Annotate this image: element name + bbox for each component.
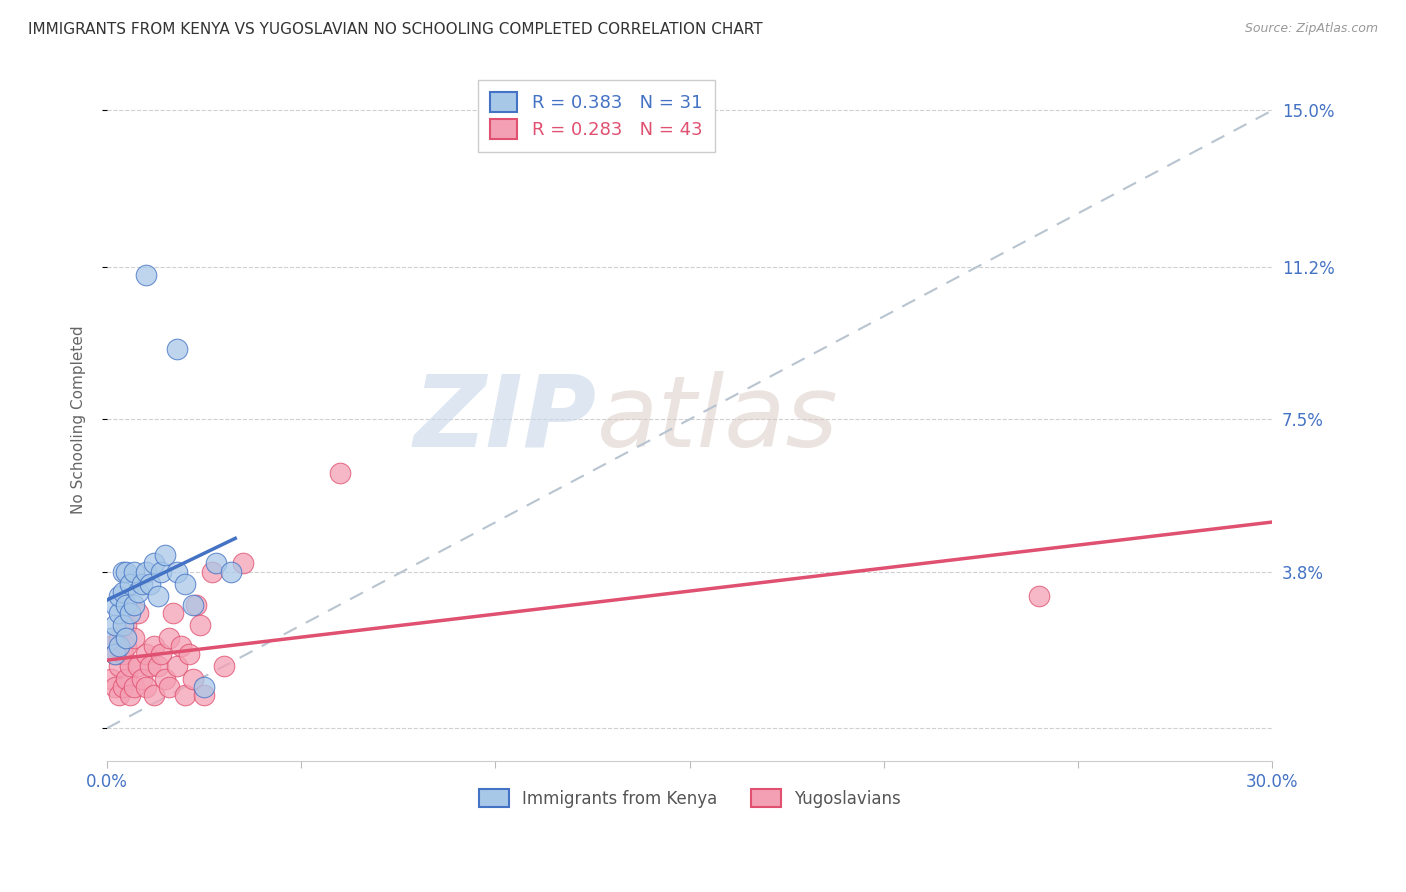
Point [100,631,122,645]
Point [122,598,145,612]
Point [120,688,142,702]
Point [115,598,138,612]
Point [166,659,188,673]
Point [135,647,157,661]
Point [115,565,138,579]
Point [1028,590,1050,604]
Point [104,647,127,661]
Point [104,680,127,694]
Point [139,577,162,591]
Point [107,590,129,604]
Point [115,639,138,653]
Point [155,548,177,562]
Point [111,585,134,599]
Point [120,659,142,673]
Point [120,606,142,620]
Point [135,680,157,694]
Point [142,688,165,702]
Point [201,565,224,579]
Legend: Immigrants from Kenya, Yugoslavians: Immigrants from Kenya, Yugoslavians [472,782,907,814]
Point [115,618,138,632]
Point [100,672,122,686]
Text: ZIP: ZIP [413,371,596,467]
Point [104,598,127,612]
Point [115,672,138,686]
Point [115,631,138,645]
Point [100,639,122,653]
Point [329,466,352,480]
Point [157,631,180,645]
Point [146,590,169,604]
Text: Source: ZipAtlas.com: Source: ZipAtlas.com [1244,22,1378,36]
Point [107,659,129,673]
Point [131,672,153,686]
Point [142,639,165,653]
Point [135,565,157,579]
Point [122,565,145,579]
Point [177,647,200,661]
Point [155,672,177,686]
Point [111,680,134,694]
Point [181,598,204,612]
Point [127,585,149,599]
Text: IMMIGRANTS FROM KENYA VS YUGOSLAVIAN NO SCHOOLING COMPLETED CORRELATION CHART: IMMIGRANTS FROM KENYA VS YUGOSLAVIAN NO … [28,22,762,37]
Point [111,618,134,632]
Point [139,659,162,673]
Point [122,680,145,694]
Point [150,647,173,661]
Point [127,606,149,620]
Point [157,680,180,694]
Point [188,618,211,632]
Point [205,557,228,571]
Point [142,557,165,571]
Point [166,565,188,579]
Point [104,647,127,661]
Point [162,606,184,620]
Point [146,659,169,673]
Point [221,565,243,579]
Point [170,639,193,653]
Point [150,565,173,579]
Point [107,639,129,653]
Point [120,577,142,591]
Point [131,577,153,591]
Point [104,618,127,632]
Point [186,598,208,612]
Point [111,647,134,661]
Point [107,631,129,645]
Point [107,688,129,702]
Point [107,606,129,620]
Text: atlas: atlas [596,371,838,467]
Point [122,631,145,645]
Point [193,688,215,702]
Point [181,672,204,686]
Y-axis label: No Schooling Completed: No Schooling Completed [72,325,86,514]
Point [166,343,188,357]
Point [193,680,215,694]
Point [173,577,195,591]
Point [127,659,149,673]
Point [173,688,195,702]
Point [232,557,254,571]
Point [212,659,235,673]
Point [135,268,157,282]
Point [111,565,134,579]
